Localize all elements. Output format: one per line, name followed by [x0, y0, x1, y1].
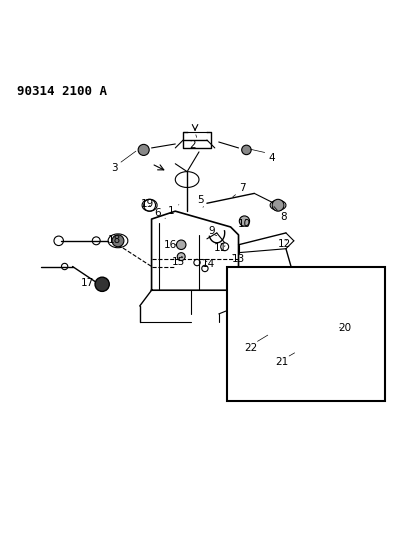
- Text: 13: 13: [232, 254, 245, 264]
- Text: 11: 11: [214, 243, 227, 253]
- Circle shape: [242, 145, 251, 155]
- Circle shape: [177, 253, 185, 261]
- Circle shape: [239, 216, 250, 226]
- Text: 2: 2: [189, 140, 196, 150]
- Circle shape: [95, 277, 109, 292]
- Text: 22: 22: [244, 343, 257, 352]
- Text: 17: 17: [81, 279, 94, 288]
- Text: 5: 5: [198, 195, 204, 205]
- Text: 8: 8: [281, 212, 287, 222]
- Circle shape: [176, 240, 186, 249]
- Text: 9: 9: [209, 226, 215, 236]
- Text: 21: 21: [275, 357, 289, 367]
- Bar: [227, 266, 385, 401]
- Text: 15: 15: [172, 257, 185, 266]
- Circle shape: [112, 235, 124, 247]
- Circle shape: [272, 199, 284, 211]
- Circle shape: [138, 144, 149, 156]
- Text: 4: 4: [269, 153, 275, 163]
- Text: 3: 3: [111, 164, 117, 173]
- Text: 90314 2100 A: 90314 2100 A: [17, 85, 107, 98]
- Text: 7: 7: [239, 183, 246, 193]
- Text: 20: 20: [339, 323, 352, 333]
- Text: 1: 1: [168, 206, 175, 216]
- Text: 19: 19: [141, 199, 154, 209]
- Text: 18: 18: [108, 235, 121, 245]
- Text: 16: 16: [164, 240, 177, 250]
- Text: 10: 10: [238, 219, 252, 229]
- Text: 12: 12: [277, 239, 291, 248]
- Circle shape: [337, 323, 346, 333]
- Text: 6: 6: [154, 208, 161, 218]
- Text: 14: 14: [201, 259, 215, 269]
